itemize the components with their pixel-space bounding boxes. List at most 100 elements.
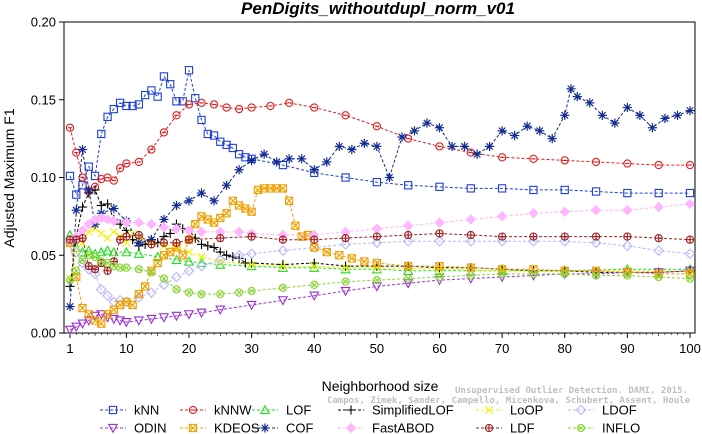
data-point-knnw — [372, 122, 382, 131]
data-point-ldf — [103, 266, 112, 275]
legend-marker-ldof — [575, 404, 587, 416]
data-point-inflo — [84, 251, 93, 260]
data-point-loop — [341, 263, 350, 272]
data-point-inflo — [497, 269, 507, 279]
data-point-inflo — [216, 289, 225, 299]
data-point-lof — [171, 254, 182, 265]
data-point-kdeos — [247, 207, 256, 216]
data-point-lof — [121, 246, 132, 257]
data-point-cof — [297, 154, 307, 164]
data-point-ldf — [466, 230, 475, 240]
x-tick-label: 1 — [66, 341, 73, 356]
data-point-fastabod — [83, 218, 94, 230]
data-point-lof — [403, 265, 414, 275]
data-point-cof — [459, 141, 470, 151]
data-point-ldf — [184, 235, 194, 244]
y-tick-label: 0.10 — [31, 170, 56, 185]
data-point-knnw — [172, 111, 181, 120]
x-tick-label: 70 — [495, 341, 509, 356]
data-point-cof — [221, 180, 232, 190]
data-point-cof — [622, 102, 632, 113]
legend-label-loop: LoOP — [510, 403, 543, 418]
data-point-kdeos — [466, 263, 475, 272]
legend-item-knn: kNN — [100, 403, 159, 418]
data-point-ldf — [90, 265, 100, 274]
data-point-lof — [83, 245, 94, 255]
legend-label-kdeos: KDEOS — [214, 421, 260, 434]
legend-item-loop: LoOP — [476, 403, 543, 418]
data-point-knn — [435, 182, 444, 191]
chart-title: PenDigits_withoutdupl_norm_v01 — [241, 0, 515, 18]
x-tick-label: 40 — [307, 341, 321, 356]
series-kdeos — [65, 184, 695, 328]
data-point-cof — [359, 138, 369, 148]
data-point-knnw — [560, 156, 569, 165]
data-point-ldof — [214, 254, 226, 266]
data-point-cof — [184, 196, 194, 206]
data-point-lof — [340, 263, 351, 274]
data-point-inflo — [122, 263, 131, 272]
series-inflo — [65, 251, 695, 299]
data-point-knn — [203, 129, 212, 139]
data-point-odin — [108, 314, 119, 325]
data-point-knn — [209, 131, 219, 140]
data-point-ldf — [310, 235, 319, 244]
data-point-ldof — [434, 235, 445, 247]
legend-item-knnw: kNNW — [180, 403, 252, 418]
data-point-simplifiedlof — [340, 261, 351, 271]
data-point-ldof — [196, 260, 207, 272]
data-point-knnw — [404, 134, 413, 143]
y-axis: 0.00 0.05 0.10 0.15 0.20 — [31, 15, 64, 341]
data-point-loop — [197, 252, 206, 261]
data-point-ldf — [278, 235, 288, 244]
data-point-knnw — [209, 100, 219, 109]
data-point-knnw — [97, 174, 106, 184]
data-point-inflo — [109, 261, 118, 271]
data-point-odin — [121, 317, 132, 328]
legend-marker-lof — [259, 404, 271, 415]
data-point-inflo — [278, 283, 288, 293]
x-axis: 1 10 20 30 40 50 60 70 80 90 100 — [66, 333, 701, 356]
data-point-inflo — [78, 255, 87, 265]
data-point-inflo — [247, 286, 256, 296]
data-point-ldof — [528, 235, 539, 247]
legend-label-knnw: kNNW — [214, 403, 252, 418]
data-point-knnw — [184, 100, 194, 109]
data-point-inflo — [560, 269, 569, 279]
data-point-ldf — [529, 232, 538, 241]
legend-marker-cof — [260, 423, 270, 433]
data-point-ldf — [685, 235, 695, 244]
legend-label-cof: COF — [286, 421, 314, 434]
data-point-knn — [466, 184, 475, 193]
data-point-ldf — [341, 233, 350, 243]
data-point-knn — [191, 94, 200, 103]
data-point-cof — [309, 165, 319, 175]
data-point-knn — [197, 115, 206, 125]
data-point-kdeos — [360, 257, 369, 266]
data-point-odin — [146, 314, 157, 325]
data-point-cof — [234, 165, 244, 175]
data-point-lof — [102, 245, 113, 255]
data-point-fastabod — [590, 204, 602, 216]
legend-marker-knnw — [188, 405, 198, 415]
data-point-fastabod — [133, 217, 145, 228]
data-point-kdeos — [178, 251, 187, 260]
data-point-simplifiedlof — [209, 242, 219, 253]
data-point-lof — [183, 256, 195, 266]
data-point-fastabod — [371, 223, 383, 234]
credit-line-2: Campos, Zimek, Sander, Campello, Micenko… — [327, 395, 691, 406]
data-point-knnw — [247, 103, 256, 112]
data-point-knn — [372, 178, 382, 187]
data-point-cof — [635, 110, 645, 120]
data-point-ldof — [590, 237, 602, 249]
data-point-ldof — [233, 249, 245, 261]
data-point-cof — [566, 84, 576, 94]
data-point-fastabod — [528, 208, 539, 219]
data-point-lof — [96, 246, 107, 257]
data-point-cof — [647, 123, 658, 133]
series-knnw — [65, 98, 695, 196]
data-point-knnw — [234, 104, 244, 114]
data-point-knnw — [78, 173, 87, 182]
data-point-knnw — [341, 111, 350, 120]
data-point-fastabod — [653, 201, 664, 213]
